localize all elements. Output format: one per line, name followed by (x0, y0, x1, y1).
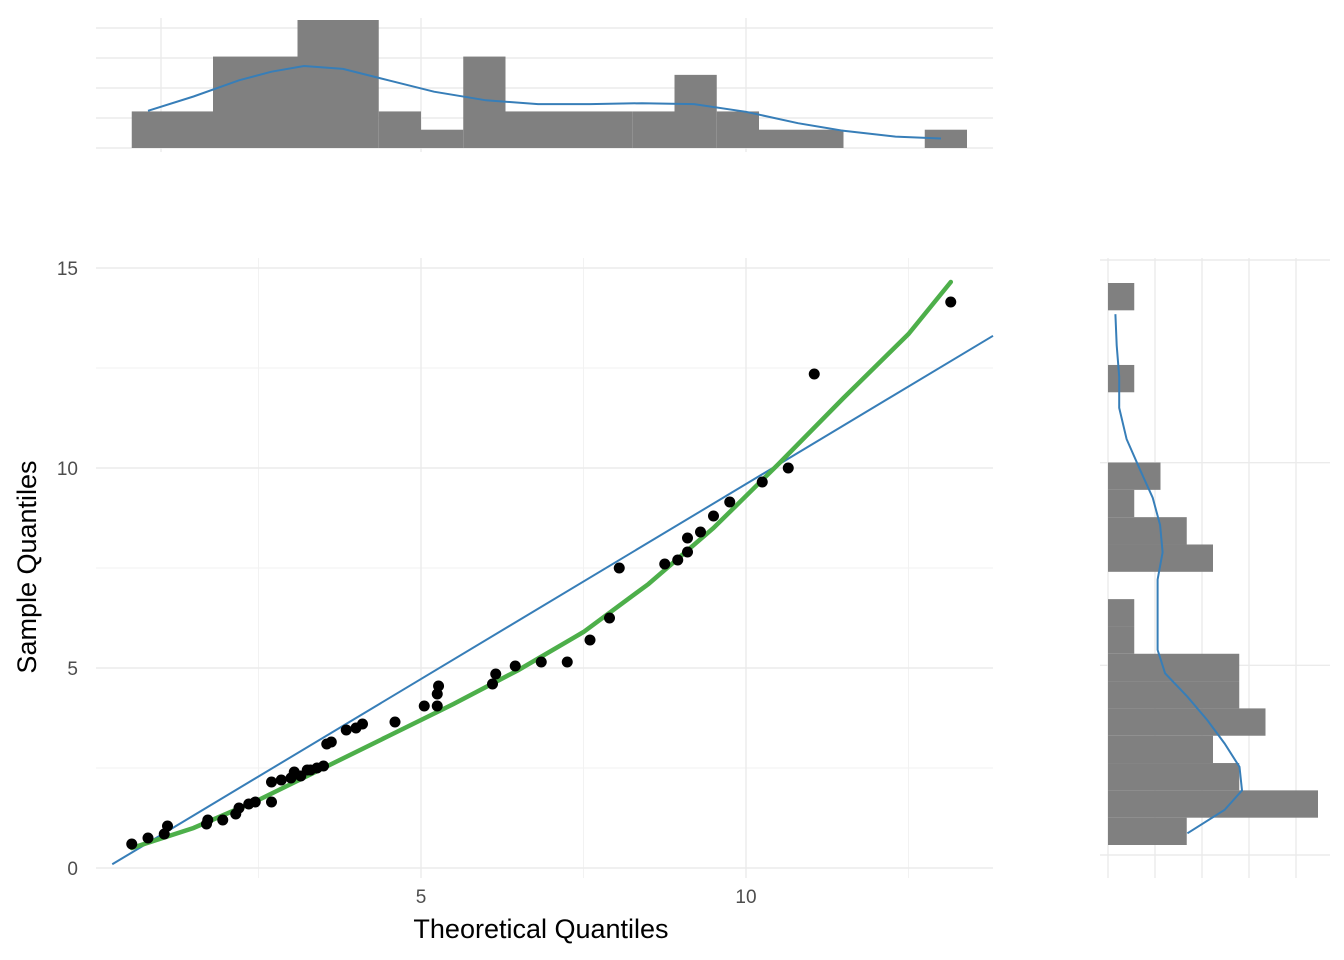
data-point (604, 612, 615, 624)
y-hist-bar (1108, 489, 1135, 518)
x-hist-bar (924, 129, 967, 148)
data-point (682, 546, 693, 558)
y-hist-bar (1108, 462, 1161, 490)
x-hist-bar (632, 111, 675, 148)
data-point (708, 510, 719, 522)
data-point (672, 554, 684, 566)
data-point (418, 700, 430, 712)
data-point (724, 496, 736, 508)
data-point (357, 718, 368, 730)
x-hist-bar (463, 56, 506, 149)
y-hist-bar (1108, 517, 1187, 545)
data-point (682, 532, 693, 544)
x-axis-title: Theoretical Quantiles (413, 914, 668, 944)
x-hist-bar (131, 111, 213, 148)
y-hist-bar (1108, 283, 1135, 311)
data-point (162, 820, 173, 832)
y-hist-bar (1108, 817, 1187, 845)
data-point (535, 656, 547, 668)
data-point (509, 660, 521, 672)
data-point (340, 724, 352, 736)
reference-line (111, 334, 994, 866)
x-hist-bar (378, 111, 421, 148)
x-hist-bar (759, 129, 844, 148)
x-hist-bar (716, 111, 759, 148)
data-point (217, 814, 229, 826)
data-point (808, 368, 820, 380)
data-point (275, 774, 287, 786)
y-hist-bar (1108, 790, 1318, 818)
x-hist-bar (505, 111, 590, 148)
data-point (945, 296, 957, 308)
data-point (584, 634, 596, 646)
data-point (613, 562, 625, 574)
x-hist-bar (421, 129, 464, 148)
y-hist-bar (1108, 763, 1240, 791)
data-point (318, 760, 329, 772)
y-hist-bar (1108, 653, 1240, 682)
x-hist-bar (674, 74, 717, 148)
main-panel-grid (96, 258, 993, 878)
right-marginal-bars (1108, 283, 1318, 845)
x-density-curve (147, 64, 942, 140)
data-point (142, 832, 154, 844)
data-point (782, 462, 794, 474)
y-hist-bar (1108, 708, 1266, 736)
y-hist-bar (1108, 599, 1135, 627)
y-hist-bar (1108, 735, 1213, 764)
data-point (233, 802, 245, 814)
data-point (695, 526, 706, 538)
smooth-curve (129, 279, 954, 851)
y-hist-bar (1108, 626, 1135, 654)
data-point (433, 680, 445, 692)
sample-points (126, 296, 957, 850)
y-density-curve (1114, 314, 1244, 835)
x-hist-bar (213, 56, 298, 149)
top-marginal-bars (131, 20, 967, 149)
x-tick-label: 5 (416, 887, 427, 908)
curves (111, 64, 1244, 866)
data-point (490, 668, 502, 680)
x-hist-bar (590, 111, 633, 148)
y-hist-bar (1108, 364, 1135, 393)
y-tick-label: 5 (67, 659, 78, 680)
x-tick-label: 10 (735, 887, 756, 908)
y-tick-label: 10 (57, 459, 78, 480)
data-point (266, 776, 277, 788)
data-point (487, 678, 498, 690)
data-point (249, 796, 261, 808)
data-point (431, 700, 443, 712)
y-tick-label: 15 (57, 259, 78, 280)
data-point (266, 796, 277, 808)
data-point (126, 838, 138, 850)
data-point (389, 716, 401, 728)
tick-labels: 5 10 0 5 10 15 (57, 259, 757, 908)
x-hist-bar (297, 20, 379, 148)
data-point (659, 558, 671, 570)
data-point (561, 656, 573, 668)
data-point (325, 736, 337, 748)
y-tick-label: 0 (67, 859, 78, 880)
y-hist-bar (1108, 681, 1240, 709)
data-point (202, 814, 214, 826)
data-point (756, 476, 768, 488)
y-axis-title: Sample Quantiles (12, 460, 42, 673)
